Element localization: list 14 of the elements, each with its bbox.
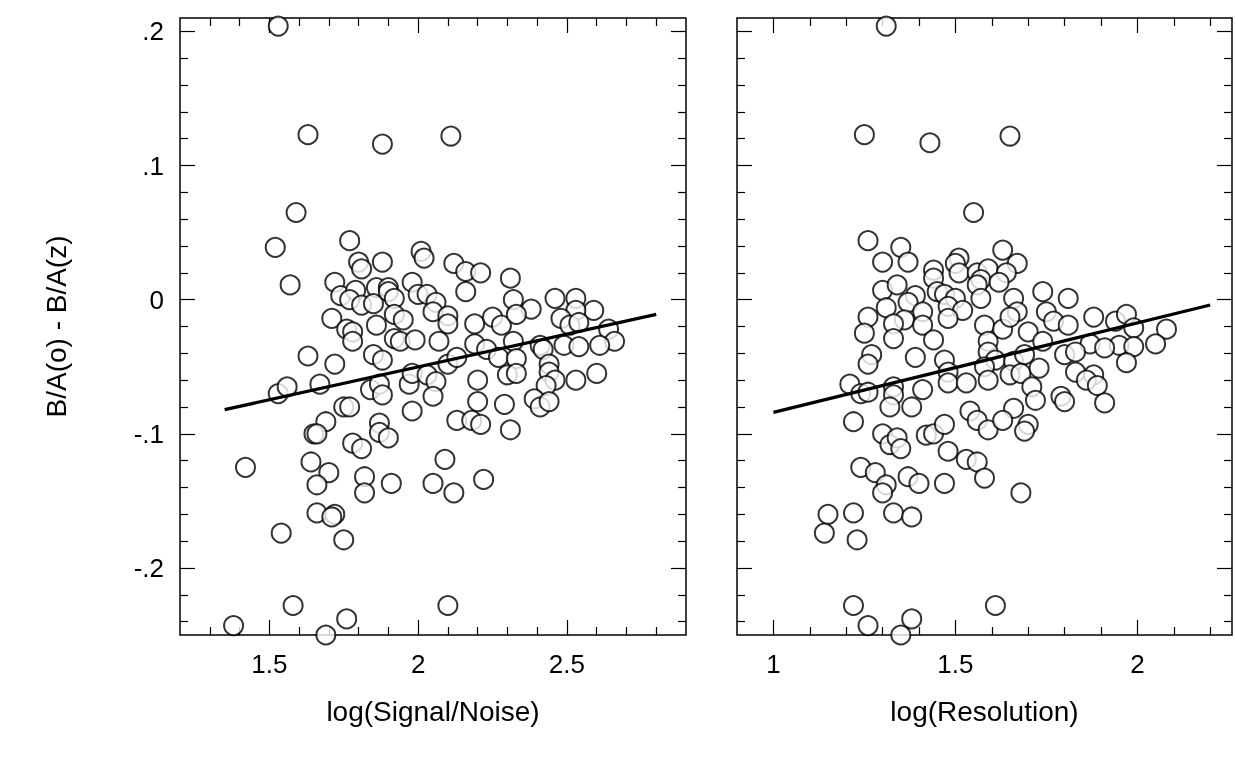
y-tick-label: -.2: [133, 552, 164, 583]
x-tick-label: 1.5: [251, 649, 288, 679]
x-tick-label: 1.5: [937, 649, 974, 679]
y-tick-label: -.1: [133, 418, 164, 449]
x-tick-label: 2: [410, 649, 426, 679]
y-tick-label: 0: [149, 284, 164, 315]
y-tick-label: .2: [142, 16, 164, 47]
x-tick-label: 1: [766, 649, 781, 679]
x-tick-label: 2.5: [548, 649, 586, 679]
x-axis-title: log(Signal/Noise): [326, 695, 540, 727]
y-axis-title: B/A(o) - B/A(z): [40, 235, 72, 418]
x-tick-label: 2: [1130, 649, 1145, 679]
y-tick-label: .1: [142, 150, 164, 181]
x-axis-title: log(Resolution): [890, 695, 1079, 727]
